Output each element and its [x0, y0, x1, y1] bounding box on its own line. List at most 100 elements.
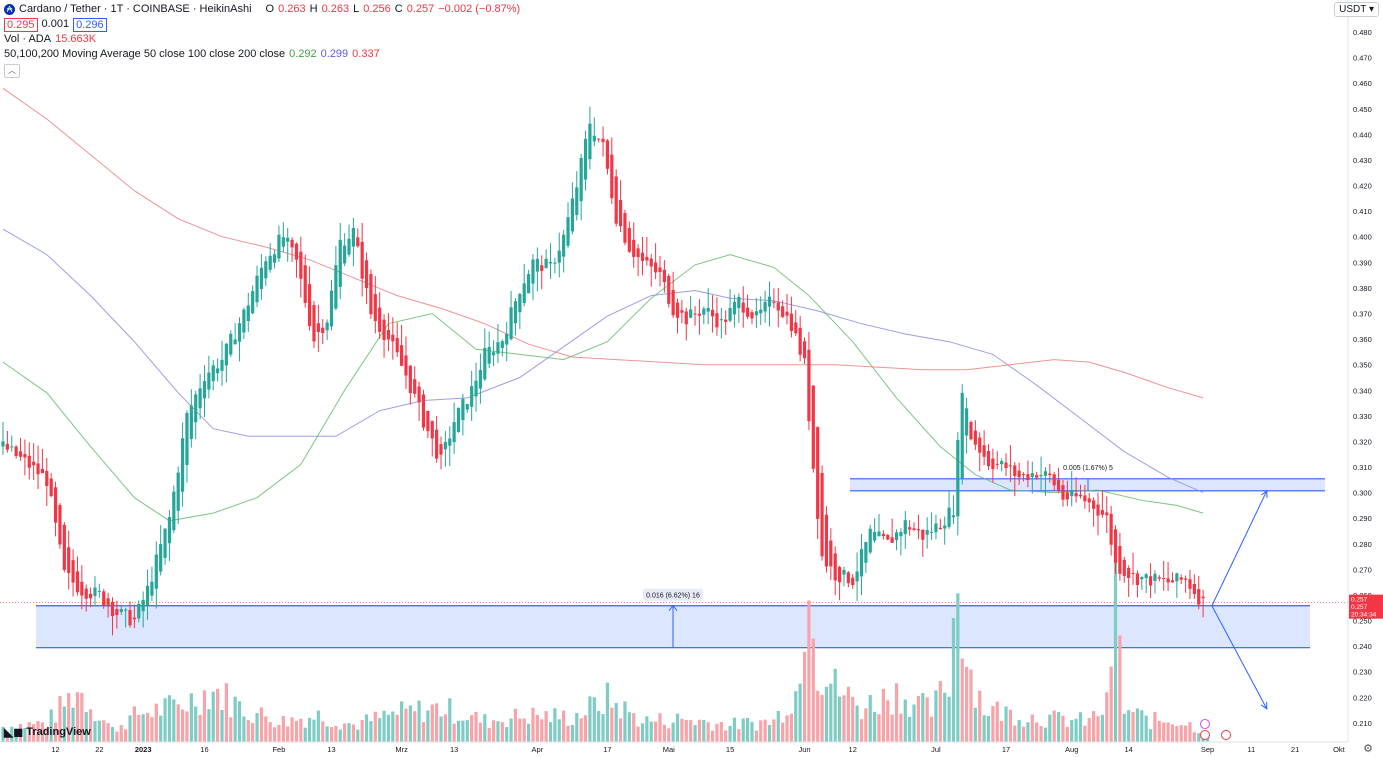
candle-body	[978, 437, 982, 453]
volume-bar	[794, 691, 798, 742]
candle-body	[785, 311, 789, 316]
volume-bar	[272, 727, 277, 742]
volume-bar	[951, 617, 956, 742]
time-tick-label: Apr	[532, 745, 544, 754]
time-tick-label: 2023	[135, 745, 152, 754]
open-label: O	[265, 3, 275, 15]
candle-body	[566, 217, 570, 246]
volume-bar	[1162, 722, 1166, 742]
candle-body	[1122, 559, 1126, 576]
candle-body	[404, 355, 408, 376]
time-tick-label: Jul	[931, 745, 941, 754]
volume-bar	[943, 692, 947, 742]
candle-body	[71, 560, 75, 583]
candle-body	[1030, 473, 1034, 478]
volume-bar	[36, 721, 40, 742]
candle-body	[846, 572, 850, 584]
volume-bar	[662, 724, 666, 742]
volume-bar	[570, 724, 574, 742]
volume-bar	[373, 711, 377, 742]
price-tick-label: 0.460	[1353, 79, 1372, 88]
volume-bar	[724, 730, 728, 742]
volume-bar	[456, 720, 461, 742]
volume-bar	[645, 716, 649, 742]
time-tick-label: 17	[1002, 745, 1010, 754]
candle-body	[1192, 583, 1196, 595]
volume-bar	[264, 716, 268, 742]
ma-label[interactable]: 50,100,200 Moving Average 50 close 100 c…	[4, 48, 286, 60]
volume-bar	[715, 723, 719, 742]
price-tick-label: 0.410	[1353, 207, 1372, 216]
volume-bar	[759, 720, 763, 742]
time-tick-label: 12	[849, 745, 857, 754]
volume-bar	[176, 704, 180, 742]
volume-bar	[566, 725, 570, 742]
candle-body	[1017, 470, 1021, 478]
sell-price-button[interactable]: 0.295	[4, 17, 38, 32]
volume-bar	[141, 714, 145, 742]
volume-bar	[513, 708, 518, 742]
candle-body	[154, 554, 158, 589]
time-tick-label: Okt	[1333, 745, 1346, 754]
forecast-path	[1211, 490, 1268, 606]
candle-body	[369, 274, 373, 315]
candle-body	[321, 327, 325, 334]
candle-body	[23, 454, 27, 458]
candle-body	[75, 571, 80, 593]
ma-row: 50,100,200 Moving Average 50 close 100 c…	[4, 47, 520, 62]
candle-body	[277, 234, 281, 259]
candle-body	[356, 237, 360, 247]
candle-body	[456, 407, 461, 433]
volume-bar	[916, 696, 921, 742]
buy-price-button[interactable]: 0.296	[73, 17, 107, 32]
candle-body	[1197, 589, 1201, 605]
up-arrow-icon	[668, 604, 678, 612]
candle-body	[137, 603, 141, 619]
candle-body	[115, 608, 119, 616]
volume-bar	[216, 688, 220, 742]
candle-body	[27, 455, 31, 468]
ma100-value: 0.299	[320, 48, 349, 60]
candle-body	[837, 566, 842, 583]
volume-bar	[890, 714, 894, 742]
time-tick-label: 17	[603, 745, 611, 754]
time-tick-label: 15	[726, 745, 734, 754]
volume-bar	[934, 690, 938, 742]
volume-bar	[378, 718, 382, 742]
volume-bar	[978, 690, 982, 742]
candle-body	[575, 187, 579, 215]
volume-bar	[399, 701, 404, 742]
volume-bar	[417, 700, 421, 742]
volume-bar	[404, 708, 408, 742]
candle-body	[80, 581, 84, 596]
candle-body	[496, 342, 500, 354]
gear-icon[interactable]: ⚙	[1363, 743, 1373, 755]
volume-bar	[1013, 725, 1017, 742]
candle-body	[894, 532, 899, 541]
candle-body	[864, 542, 868, 563]
candle-body	[452, 422, 456, 443]
price-tick-label: 0.290	[1353, 514, 1372, 523]
volume-bar	[509, 718, 513, 742]
symbol-title[interactable]: Cardano / Tether · 1T · COINBASE · Heiki…	[19, 3, 252, 15]
open-value: 0.263	[278, 3, 306, 15]
currency-select[interactable]: USDT ▾	[1334, 2, 1379, 17]
candle-body	[1148, 576, 1153, 586]
candle-body	[237, 323, 242, 342]
volume-label[interactable]: Vol · ADA	[4, 33, 52, 45]
volume-bar	[903, 699, 907, 742]
volume-bar	[505, 727, 509, 742]
volume-bar	[145, 713, 150, 742]
chevron-up-icon[interactable]: ︿	[4, 64, 20, 78]
volume-bar	[75, 692, 80, 742]
volume-bar	[347, 723, 351, 742]
candle-body	[1078, 494, 1083, 497]
volume-bar	[224, 683, 228, 742]
candle-body	[776, 302, 780, 311]
volume-bar	[430, 704, 434, 742]
volume-bar	[439, 716, 443, 742]
volume-bar	[1008, 709, 1012, 742]
volume-bar	[27, 722, 31, 742]
time-tick-label: Feb	[272, 745, 285, 754]
